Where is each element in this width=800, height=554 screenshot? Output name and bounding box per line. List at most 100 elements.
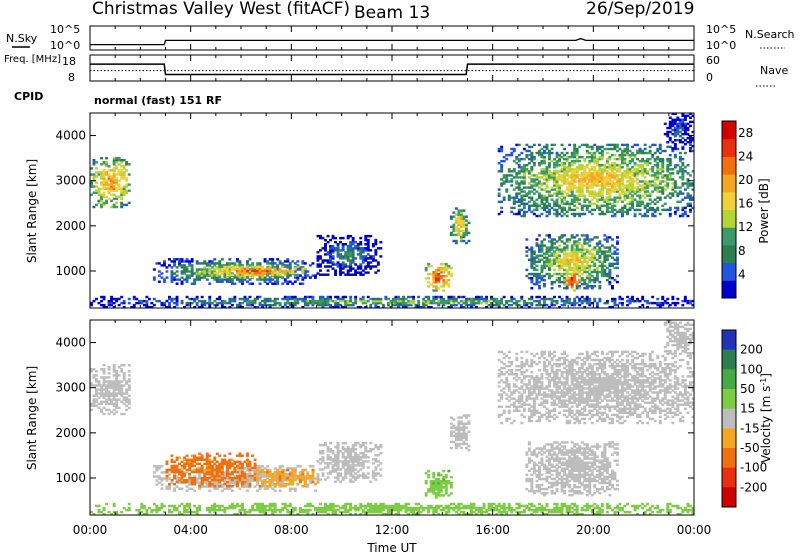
heat-cell bbox=[568, 174, 572, 177]
heat-cell bbox=[548, 157, 551, 161]
heat-cell bbox=[283, 295, 287, 299]
heat-cell bbox=[681, 147, 685, 150]
heat-cell bbox=[163, 262, 166, 265]
heat-cell bbox=[555, 190, 559, 193]
heat-cell bbox=[228, 481, 232, 484]
heat-cell bbox=[329, 251, 333, 254]
heat-cell bbox=[293, 489, 297, 492]
heat-cell bbox=[291, 467, 295, 470]
heat-cell bbox=[555, 204, 559, 208]
heat-cell bbox=[387, 297, 390, 301]
heat-cell bbox=[671, 188, 675, 191]
heat-cell bbox=[538, 295, 541, 299]
heat-cell bbox=[583, 196, 587, 199]
heat-cell bbox=[319, 263, 322, 266]
heat-cell bbox=[195, 479, 199, 482]
heat-cell bbox=[593, 168, 597, 171]
heat-cell bbox=[598, 204, 602, 208]
heat-cell bbox=[168, 306, 171, 308]
heat-cell bbox=[497, 303, 501, 307]
heat-cell bbox=[565, 281, 569, 284]
heat-cell bbox=[213, 456, 217, 459]
heat-cell bbox=[543, 145, 546, 149]
heat-cell bbox=[681, 124, 685, 128]
heat-cell bbox=[125, 380, 129, 383]
heat-cell bbox=[110, 299, 114, 303]
heat-cell bbox=[200, 454, 204, 457]
heat-cell bbox=[459, 237, 463, 241]
heat-cell bbox=[626, 208, 630, 212]
heat-cell bbox=[208, 269, 212, 273]
heat-cell bbox=[563, 198, 567, 201]
heat-cell bbox=[565, 194, 569, 197]
heat-cell bbox=[568, 208, 572, 212]
heat-cell bbox=[578, 186, 582, 189]
heat-cell bbox=[238, 460, 242, 464]
heat-cell bbox=[497, 149, 501, 153]
heat-cell bbox=[120, 159, 124, 162]
heat-cell bbox=[110, 303, 114, 307]
heat-cell bbox=[512, 196, 516, 199]
heat-cell bbox=[195, 272, 199, 275]
heat-cell bbox=[532, 258, 536, 262]
heat-cell bbox=[261, 271, 265, 275]
heat-cell bbox=[268, 485, 272, 488]
heat-cell bbox=[324, 273, 327, 276]
heat-cell bbox=[681, 172, 685, 175]
heat-cell bbox=[543, 260, 546, 264]
heat-cell bbox=[656, 172, 660, 175]
heat-cell bbox=[253, 269, 257, 273]
heat-cell bbox=[359, 255, 363, 258]
heat-cell bbox=[613, 303, 617, 307]
heat-cell bbox=[243, 467, 247, 470]
heat-cell bbox=[560, 303, 564, 307]
heat-cell bbox=[238, 266, 242, 269]
heat-cell bbox=[593, 262, 597, 266]
heat-cell bbox=[520, 196, 524, 199]
heat-cell bbox=[120, 392, 124, 395]
heat-cell bbox=[548, 204, 551, 208]
heat-cell bbox=[454, 207, 458, 210]
heat-cell bbox=[102, 173, 106, 176]
heat-cell bbox=[575, 262, 579, 266]
heat-cell bbox=[399, 303, 403, 307]
heat-cell bbox=[678, 120, 682, 124]
heat-cell bbox=[588, 151, 592, 155]
heat-cell bbox=[180, 280, 184, 283]
heat-cell bbox=[243, 472, 247, 476]
heat-cell bbox=[308, 299, 312, 303]
heat-cell bbox=[588, 240, 592, 243]
heat-cell bbox=[157, 270, 161, 273]
heat-cell bbox=[626, 166, 630, 169]
heat-cell bbox=[648, 151, 652, 155]
heat-cell bbox=[457, 217, 461, 220]
heat-cell bbox=[286, 475, 290, 478]
heat-cell bbox=[100, 173, 104, 176]
heat-cell bbox=[336, 249, 340, 252]
power-heatmap bbox=[90, 113, 694, 308]
heat-cell bbox=[178, 258, 182, 261]
heat-cell bbox=[132, 306, 136, 308]
heat-cell bbox=[681, 113, 685, 115]
heat-cell bbox=[535, 274, 539, 278]
heat-cell bbox=[107, 398, 111, 401]
heat-cell bbox=[228, 269, 232, 273]
heat-cell bbox=[465, 231, 468, 235]
heat-cell bbox=[553, 172, 557, 175]
heat-cell bbox=[573, 301, 577, 305]
heat-cell bbox=[263, 475, 267, 478]
heat-cell bbox=[283, 472, 287, 476]
heat-cell bbox=[653, 210, 657, 214]
heat-cell bbox=[208, 262, 212, 265]
heat-cell bbox=[540, 153, 544, 157]
heat-cell bbox=[251, 273, 255, 277]
heat-cell bbox=[623, 151, 627, 155]
heat-cell bbox=[613, 301, 617, 305]
heat-cell bbox=[276, 276, 280, 279]
heat-cell bbox=[568, 194, 572, 197]
heat-cell bbox=[540, 246, 544, 249]
heat-cell bbox=[611, 153, 614, 157]
heat-cell bbox=[631, 295, 635, 299]
heat-cell bbox=[631, 174, 635, 177]
heat-cell bbox=[603, 252, 607, 255]
